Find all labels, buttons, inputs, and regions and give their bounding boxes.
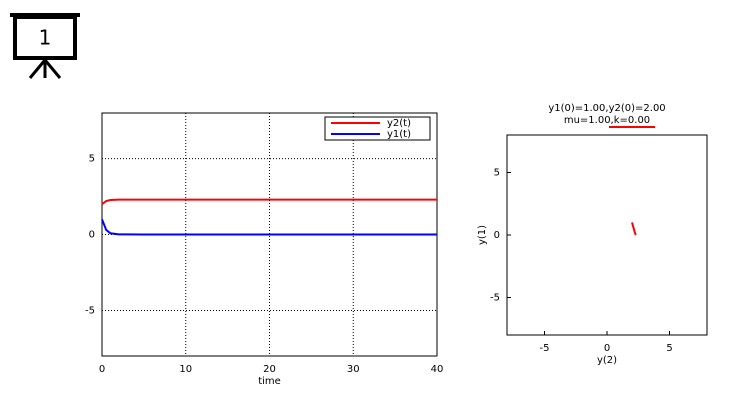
- legend-box: [324, 116, 431, 141]
- presentation-icon[interactable]: 1: [10, 13, 80, 79]
- chart-subtitle: mu=1.00,k=0.00: [564, 115, 650, 126]
- y-tick-label: 5: [494, 168, 500, 179]
- x-axis-label: time: [258, 376, 281, 387]
- x-tick-label: 5: [666, 343, 672, 354]
- y-tick-label: 0: [89, 230, 95, 241]
- data-line: [101, 218, 437, 236]
- x-tick-label: 10: [179, 364, 192, 375]
- x-axis-label: y(2): [597, 355, 617, 366]
- y-tick-label: -5: [490, 293, 500, 304]
- plot-frame: [506, 134, 708, 336]
- x-tick-label: 0: [604, 343, 610, 354]
- x-tick-label: 0: [99, 364, 105, 375]
- legend-label: y2(t): [387, 118, 411, 129]
- legend-label: y1(t): [387, 129, 411, 140]
- icon-label: 1: [39, 26, 52, 50]
- y-tick-label: 5: [89, 154, 95, 165]
- y-axis-label: y(1): [477, 225, 488, 245]
- y-tick-label: -5: [85, 305, 95, 316]
- data-line: [631, 222, 637, 236]
- data-line: [101, 198, 437, 205]
- chart-title: y1(0)=1.00,y2(0)=2.00: [548, 103, 665, 114]
- x-tick-label: 40: [431, 364, 444, 375]
- y-tick-label: 0: [494, 230, 500, 241]
- x-tick-label: 20: [263, 364, 276, 375]
- x-tick-label: 30: [347, 364, 360, 375]
- x-tick-label: -5: [540, 343, 550, 354]
